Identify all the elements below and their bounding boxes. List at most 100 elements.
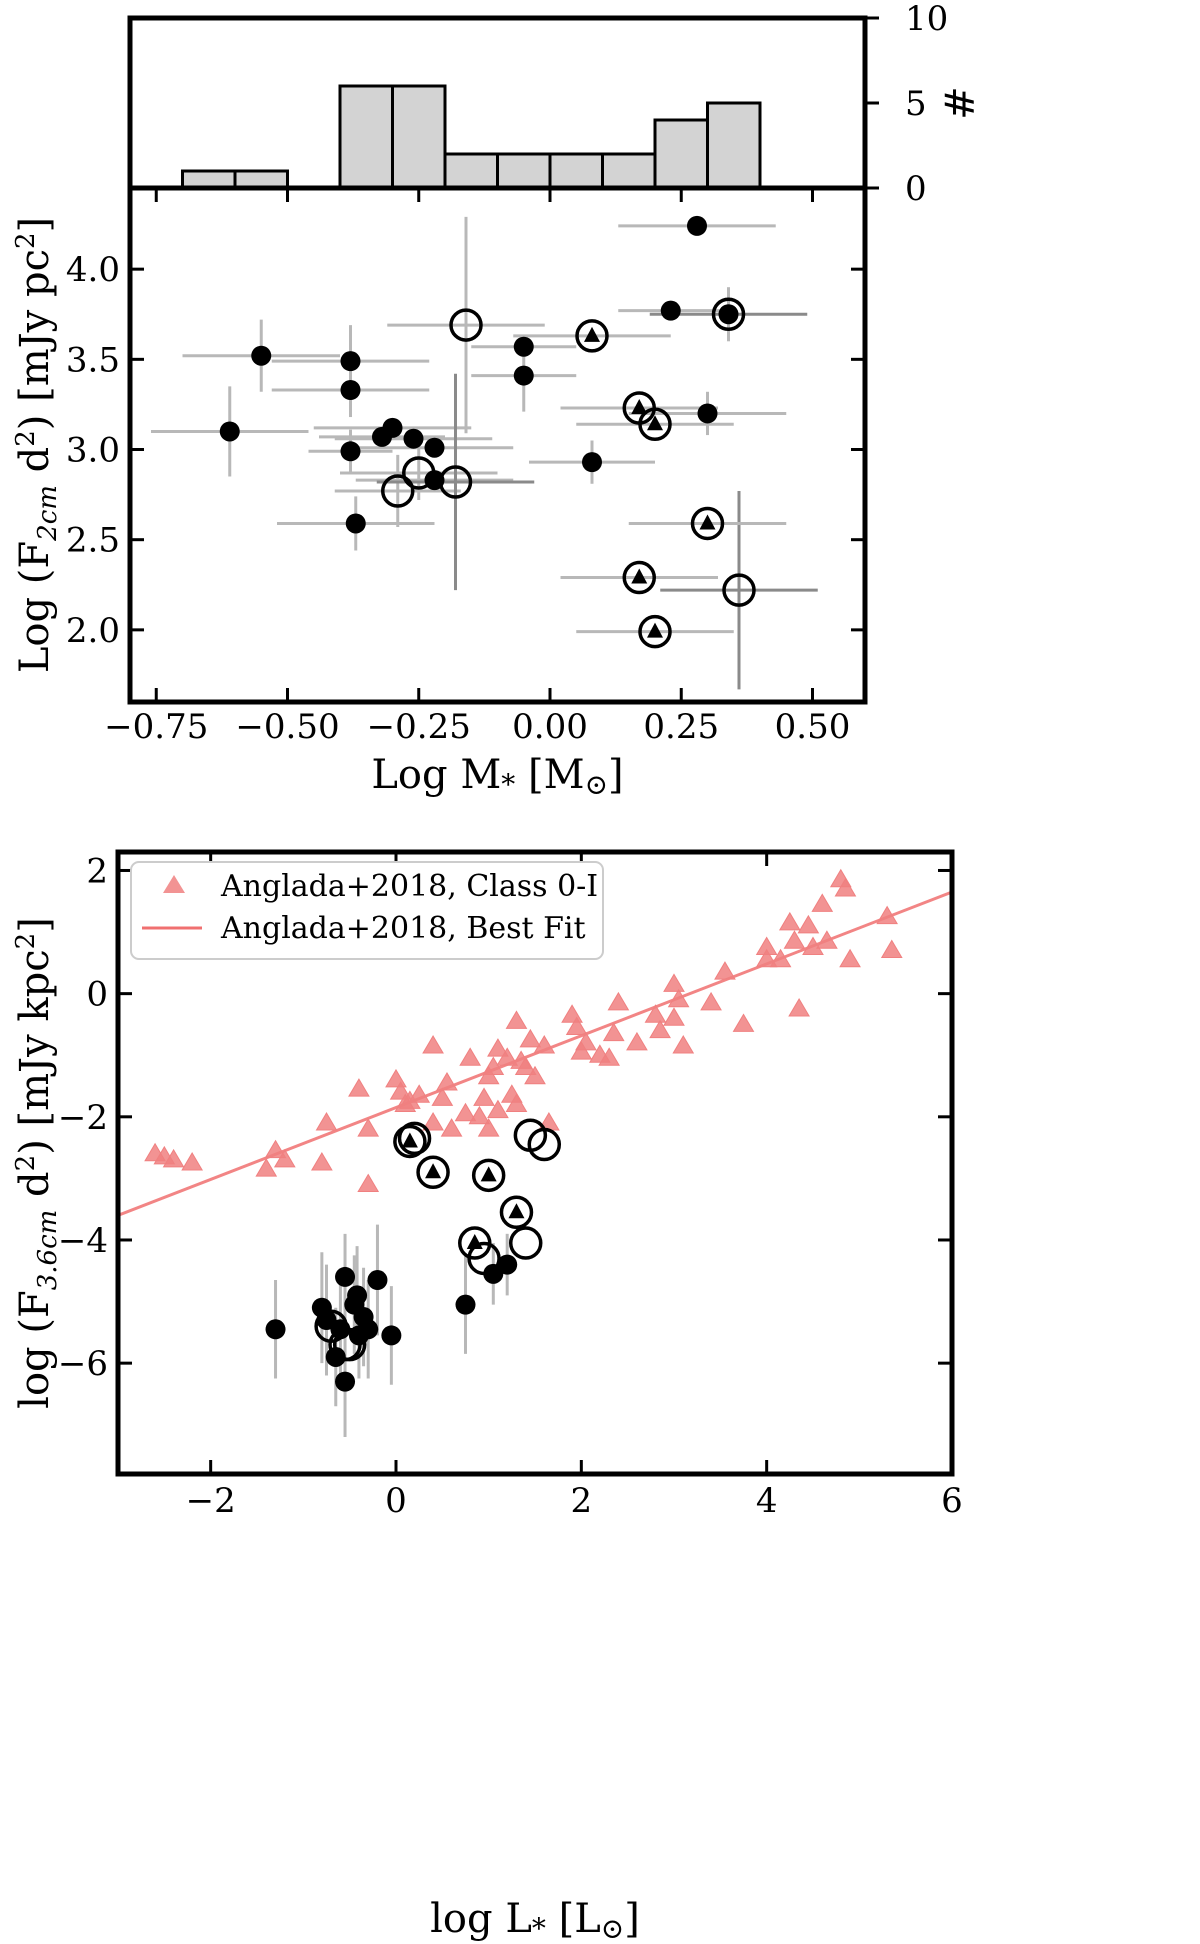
hist-bar xyxy=(601,152,657,190)
open-marker xyxy=(381,474,415,508)
filled-marker xyxy=(358,1319,379,1340)
triangle-marker xyxy=(631,568,648,584)
hist-bar xyxy=(233,169,289,190)
anglada-triangle xyxy=(436,1071,458,1091)
hist-y-tick-label: 0 xyxy=(905,169,927,209)
anglada-triangle xyxy=(477,1118,500,1137)
anglada-triangle xyxy=(385,1068,407,1088)
anglada-triangle xyxy=(473,1087,495,1106)
triangle-marker xyxy=(508,1203,525,1219)
x-tick-label: −0.50 xyxy=(235,707,339,747)
legend-label: Anglada+2018, Class 0-I xyxy=(220,869,598,904)
anglada-triangle xyxy=(575,1031,597,1051)
anglada-triangle xyxy=(876,905,899,925)
filled-marker xyxy=(335,1371,356,1392)
anglada-triangle xyxy=(565,1016,588,1036)
lum-y-label: log (F3.6cm d2) [mJy kpc2] xyxy=(11,917,63,1409)
y-tick-label: −2 xyxy=(58,1098,108,1138)
anglada-triangle xyxy=(487,1038,509,1057)
mass-x-label: Log M* [M⊙] xyxy=(371,752,623,801)
anglada-triangle xyxy=(663,973,685,992)
anglada-triangle xyxy=(422,1111,444,1131)
open-marker xyxy=(416,1155,450,1189)
anglada-triangle xyxy=(644,1004,667,1023)
anglada-triangle xyxy=(255,1158,278,1177)
anglada-triangle xyxy=(839,948,861,968)
anglada-triangle xyxy=(487,1099,509,1119)
open-marker xyxy=(397,1121,432,1156)
anglada-triangle xyxy=(732,1013,755,1032)
anglada-triangle xyxy=(602,1022,625,1042)
anglada-triangle xyxy=(714,961,736,980)
anglada-triangle xyxy=(667,988,690,1008)
legend-triangle-icon xyxy=(163,875,185,893)
open-marker xyxy=(393,1124,427,1159)
filled-marker xyxy=(660,300,681,321)
anglada-triangle xyxy=(626,1031,648,1051)
x-tick-label: 0.00 xyxy=(512,707,588,747)
y-tick-label: 0 xyxy=(86,975,108,1015)
y-tick-label: 2.0 xyxy=(66,611,120,651)
lum-x-label: log L* [L⊙] xyxy=(430,1896,640,1944)
anglada-triangle xyxy=(440,1118,463,1137)
anglada-triangle xyxy=(834,877,857,897)
y-tick-label: −6 xyxy=(58,1344,108,1384)
triangle-marker xyxy=(584,326,600,342)
x-tick-label: 6 xyxy=(941,1481,963,1521)
filled-marker xyxy=(335,1266,356,1287)
anglada-triangle xyxy=(514,1056,537,1076)
x-tick-label: 0 xyxy=(385,1481,407,1521)
y-tick-label: −4 xyxy=(58,1221,108,1261)
anglada-triangle xyxy=(357,1118,380,1137)
anglada-triangle xyxy=(408,1084,431,1103)
open-marker xyxy=(622,560,656,595)
legend: Anglada+2018, Class 0-I Anglada+2018, Bes… xyxy=(130,861,604,960)
filled-marker xyxy=(381,1325,402,1346)
x-tick-label: −0.25 xyxy=(367,707,471,747)
hist-y-tick-label: 10 xyxy=(905,0,948,39)
anglada-triangle xyxy=(505,1010,528,1029)
anglada-triangle xyxy=(524,1065,546,1085)
anglada-triangle xyxy=(570,1041,593,1060)
filled-marker xyxy=(219,421,240,442)
x-tick-label: 2 xyxy=(571,1481,593,1521)
filled-marker xyxy=(513,365,534,386)
hist-bar xyxy=(548,152,604,190)
anglada-triangle xyxy=(357,1173,380,1193)
hist-bar xyxy=(653,118,709,190)
anglada-triangle xyxy=(468,1105,491,1125)
anglada-triangle xyxy=(598,1047,621,1066)
anglada-triangle xyxy=(769,948,792,968)
open-marker xyxy=(499,1195,534,1230)
anglada-triangle xyxy=(672,1035,695,1054)
hist-bar xyxy=(443,152,499,190)
open-marker xyxy=(449,308,483,342)
triangle-marker xyxy=(720,305,737,321)
filled-marker xyxy=(251,345,272,366)
anglada-triangle xyxy=(778,911,801,931)
filled-marker xyxy=(340,379,361,400)
hist-bar xyxy=(181,169,237,190)
lum-plot-area xyxy=(118,868,952,1438)
triangle-marker xyxy=(699,514,716,530)
filled-marker xyxy=(697,403,718,424)
filled-marker xyxy=(347,1285,368,1306)
anglada-triangle xyxy=(310,1152,333,1171)
triangle-marker xyxy=(647,622,663,638)
filled-marker xyxy=(265,1319,286,1340)
anglada-triangle xyxy=(663,1007,685,1026)
hist-y-label: # xyxy=(935,86,981,120)
anglada-triangle xyxy=(454,1102,477,1122)
triangle-marker xyxy=(647,415,663,431)
anglada-triangle xyxy=(422,1035,444,1054)
anglada-triangle xyxy=(816,930,838,949)
filled-marker xyxy=(340,441,361,462)
triangle-marker xyxy=(425,1163,442,1179)
anglada-triangle xyxy=(649,1019,671,1039)
y-tick-label: 2 xyxy=(86,851,108,891)
filled-marker xyxy=(455,1294,476,1315)
open-marker xyxy=(638,614,672,649)
filled-marker xyxy=(367,1270,388,1291)
anglada-triangle xyxy=(755,948,778,968)
hist-bar xyxy=(391,84,447,190)
